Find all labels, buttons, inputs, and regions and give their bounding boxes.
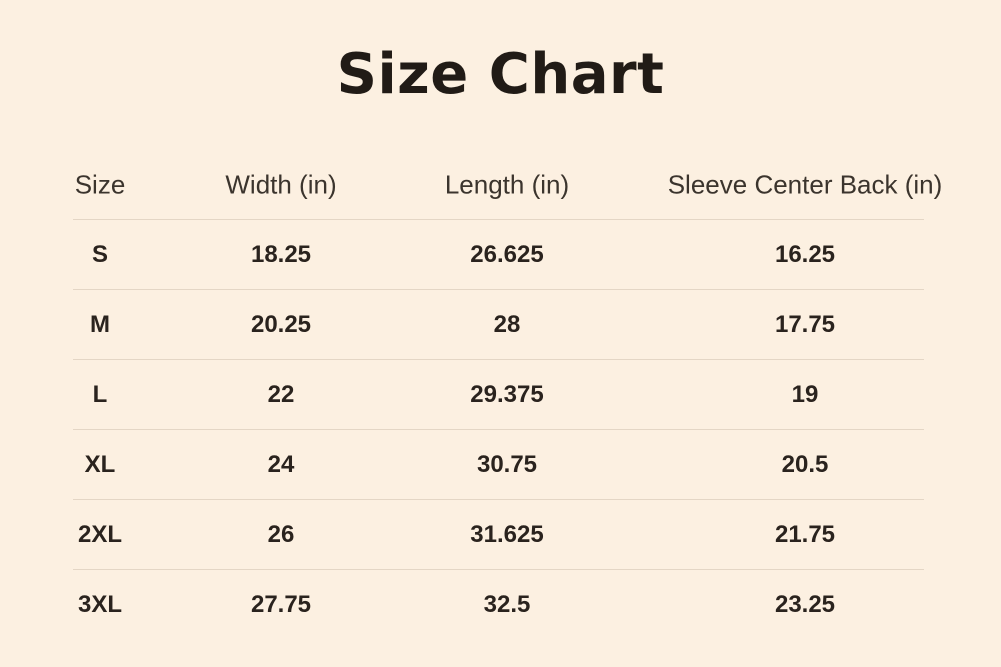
table-row-m: M 20.25 28 17.75 xyxy=(73,290,924,360)
cell-size: M xyxy=(90,310,110,338)
cell-sleeve: 16.25 xyxy=(774,240,836,268)
table-row-l: L 22 29.375 19 xyxy=(73,360,924,430)
column-header-sleeve: Sleeve Center Back (in) xyxy=(667,169,943,199)
cell-size: S xyxy=(91,240,109,268)
cell-length: 30.75 xyxy=(476,450,538,478)
cell-width: 20.25 xyxy=(250,310,312,338)
table-header-row: Size Width (in) Length (in) Sleeve Cente… xyxy=(73,150,942,220)
cell-sleeve: 17.75 xyxy=(774,310,836,338)
column-header-width: Width (in) xyxy=(225,169,337,199)
size-chart-table: Size Width (in) Length (in) Sleeve Cente… xyxy=(73,150,942,639)
cell-sleeve: 21.75 xyxy=(774,520,836,548)
table-row-xl: XL 24 30.75 20.5 xyxy=(73,430,924,500)
cell-length: 26.625 xyxy=(470,240,544,268)
column-header-size: Size xyxy=(74,169,126,199)
table-row-3xl: 3XL 27.75 32.5 23.25 xyxy=(73,570,924,639)
cell-size: 3XL xyxy=(77,590,123,618)
cell-size: 2XL xyxy=(77,520,123,548)
cell-width: 27.75 xyxy=(250,590,312,618)
page-title: Size Chart xyxy=(336,42,665,107)
cell-width: 22 xyxy=(267,380,295,408)
column-header-length: Length (in) xyxy=(444,169,570,199)
cell-length: 28 xyxy=(493,310,521,338)
cell-size: XL xyxy=(84,450,116,478)
table-row-s: S 18.25 26.625 16.25 xyxy=(73,220,924,290)
cell-sleeve: 20.5 xyxy=(781,450,829,478)
cell-width: 24 xyxy=(267,450,295,478)
table-row-2xl: 2XL 26 31.625 21.75 xyxy=(73,500,924,570)
cell-length: 32.5 xyxy=(483,590,531,618)
cell-length: 29.375 xyxy=(470,380,544,408)
cell-sleeve: 23.25 xyxy=(774,590,836,618)
cell-width: 26 xyxy=(267,520,295,548)
cell-length: 31.625 xyxy=(470,520,544,548)
cell-sleeve: 19 xyxy=(791,380,819,408)
cell-width: 18.25 xyxy=(250,240,312,268)
cell-size: L xyxy=(92,380,108,408)
